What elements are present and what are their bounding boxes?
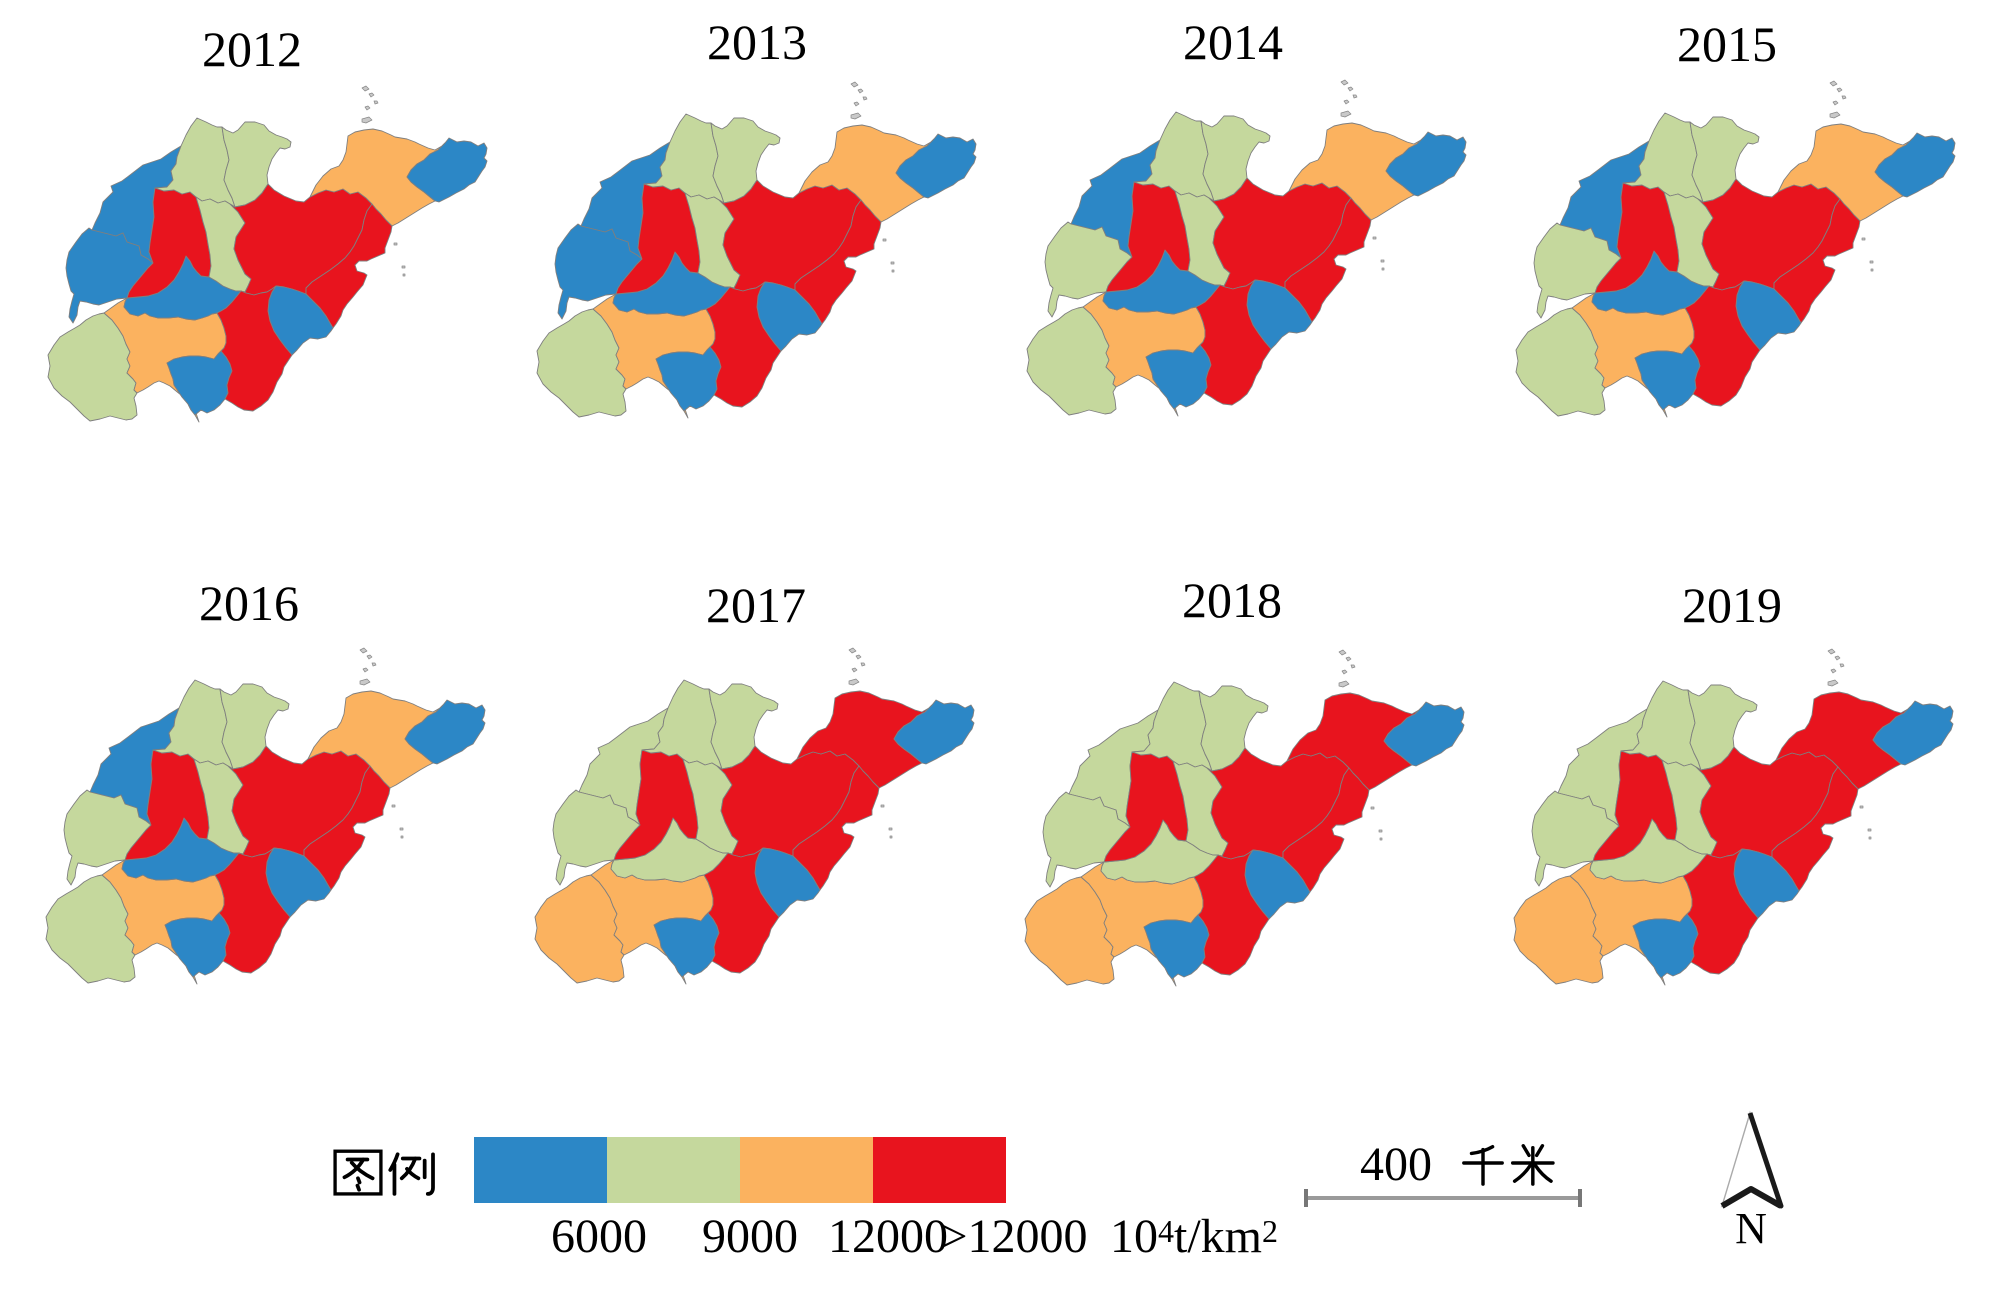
- svg-text:9000: 9000: [702, 1210, 798, 1263]
- svg-text:N: N: [1735, 1204, 1767, 1253]
- svg-text:400: 400: [1360, 1138, 1432, 1191]
- svg-text:2017: 2017: [706, 577, 806, 633]
- svg-text:2018: 2018: [1182, 572, 1282, 628]
- svg-text:2012: 2012: [202, 21, 302, 77]
- svg-text:12000: 12000: [828, 1210, 948, 1263]
- svg-text:6000: 6000: [551, 1210, 647, 1263]
- svg-text:2015: 2015: [1677, 16, 1777, 72]
- svg-text:2019: 2019: [1682, 577, 1782, 633]
- svg-text:2016: 2016: [199, 575, 299, 631]
- svg-text:2013: 2013: [707, 14, 807, 70]
- svg-text:104t/km2: 104t/km2: [1110, 1210, 1278, 1263]
- svg-text:2014: 2014: [1183, 14, 1283, 70]
- svg-text:>12000: >12000: [940, 1210, 1087, 1263]
